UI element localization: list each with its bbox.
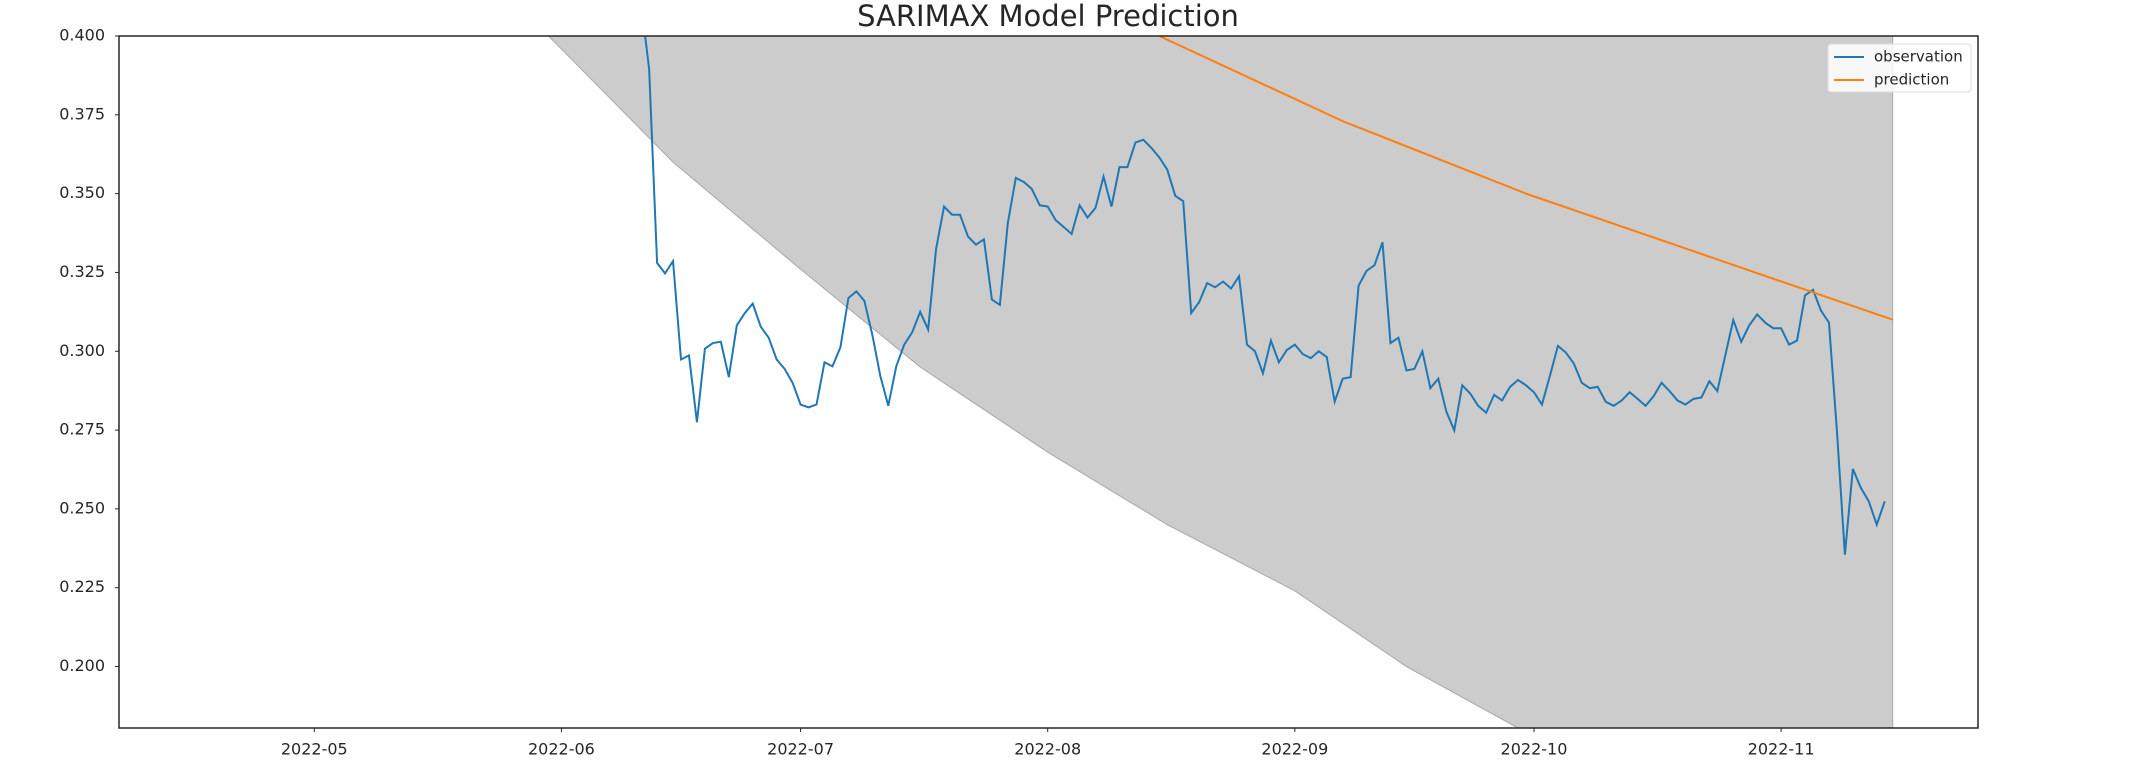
x-tick-label: 2022-08 <box>1014 740 1081 759</box>
x-tick-label: 2022-11 <box>1748 740 1815 759</box>
x-tick-label: 2022-10 <box>1501 740 1568 759</box>
y-tick-label: 0.400 <box>59 26 105 45</box>
chart-title: SARIMAX Model Prediction <box>857 0 1239 33</box>
y-tick-label: 0.300 <box>59 341 105 360</box>
x-tick-label: 2022-06 <box>528 740 595 759</box>
y-tick-label: 0.200 <box>59 656 105 675</box>
x-tick-label: 2022-09 <box>1261 740 1328 759</box>
series-line <box>644 36 1886 555</box>
y-tick-label: 0.325 <box>59 262 105 281</box>
x-tick-label: 2022-07 <box>767 740 834 759</box>
plot-area <box>547 36 1894 728</box>
legend-label: observation <box>1874 48 1963 66</box>
plot-frame <box>118 35 1979 729</box>
y-tick-label: 0.225 <box>59 577 105 596</box>
y-tick-label: 0.375 <box>59 104 105 123</box>
confidence-band <box>547 36 1894 728</box>
x-tick-label: 2022-05 <box>281 740 348 759</box>
legend: observation prediction <box>1827 43 1972 93</box>
y-tick-label: 0.275 <box>59 420 105 439</box>
series-line <box>1158 36 1894 321</box>
legend-label: prediction <box>1874 71 1949 89</box>
y-tick-label: 0.350 <box>59 183 105 202</box>
y-tick-label: 0.250 <box>59 498 105 517</box>
